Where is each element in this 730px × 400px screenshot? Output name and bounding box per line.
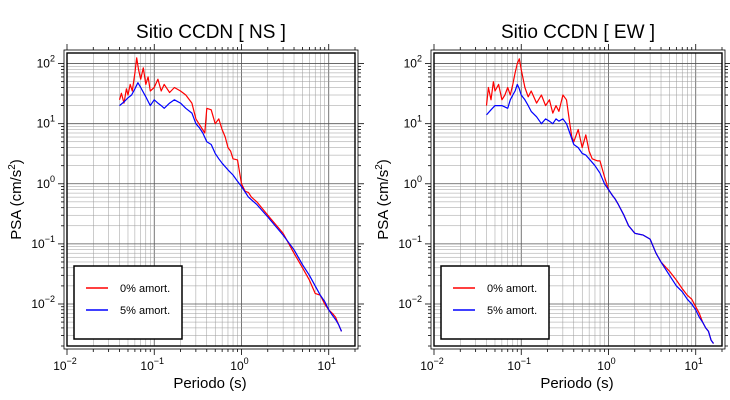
plot-frame-outer (63, 49, 359, 350)
chart-panel-1: 10−2 10−1 100 101 10−2 10−1 100 101 102 Sitio CCD… (7, 22, 364, 392)
plot-frame-outer (430, 49, 726, 350)
legend-label: 0% amort. (120, 283, 170, 295)
plot-frame (433, 52, 723, 347)
legend-label: 5% amort. (487, 305, 537, 317)
x-tick-label: 10−1 (507, 356, 531, 373)
y-tick-label: 101 (37, 114, 55, 131)
x-tick-label: 10−2 (53, 356, 77, 373)
legend: 0% amort. 5% amort. (73, 265, 183, 340)
y-tick-label: 100 (404, 174, 422, 191)
y-tick-label: 10−1 (31, 234, 55, 251)
chart-panel-2: 10−2 10−1 100 101 10−2 10−1 100 101 102 Sitio CCD… (374, 22, 730, 392)
y-tick-label: 10−2 (31, 294, 55, 311)
chart-title: Sitio CCDN [ NS ] (136, 22, 286, 43)
legend-label: 0% amort. (487, 283, 537, 295)
x-axis-label: Periodo (s) (173, 375, 246, 392)
plot-frame (66, 52, 356, 347)
x-tick-label: 101 (685, 356, 703, 373)
y-tick-label: 101 (404, 114, 422, 131)
series-line-5pct (486, 83, 714, 344)
y-tick-label: 102 (37, 54, 55, 71)
x-axis-label: Periodo (s) (540, 375, 613, 392)
y-axis-label: PSA (cm/s2) (7, 159, 25, 240)
y-tick-label: 10−1 (398, 234, 422, 251)
x-tick-label: 10−1 (140, 356, 164, 373)
legend: 0% amort. 5% amort. (440, 265, 550, 340)
legend-box (440, 265, 550, 340)
x-tick-label: 100 (597, 356, 615, 373)
y-tick-label: 100 (37, 174, 55, 191)
y-axis-label: PSA (cm/s2) (374, 159, 392, 240)
x-tick-label: 101 (318, 356, 336, 373)
series-line-0pct (118, 57, 343, 332)
series-line-0pct (485, 58, 714, 344)
y-tick-label: 10−2 (398, 294, 422, 311)
y-tick-label: 102 (404, 54, 422, 71)
grid (66, 53, 356, 347)
grid (433, 53, 723, 347)
chart-title: Sitio CCDN [ EW ] (501, 22, 655, 43)
legend-label: 5% amort. (120, 305, 170, 317)
x-tick-label: 10−2 (420, 356, 444, 373)
x-tick-label: 100 (230, 356, 248, 373)
series-line-5pct (119, 82, 343, 332)
legend-box (73, 265, 183, 340)
